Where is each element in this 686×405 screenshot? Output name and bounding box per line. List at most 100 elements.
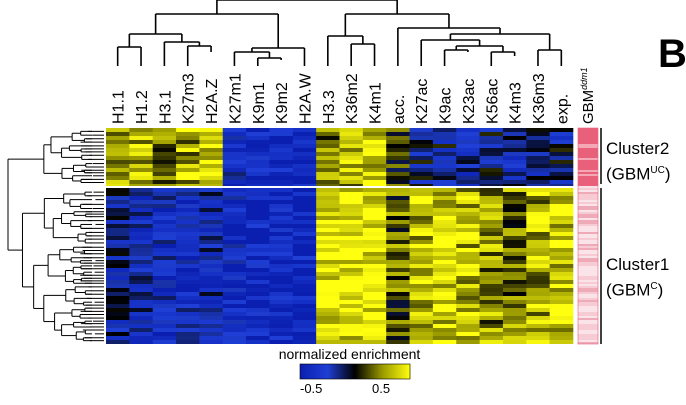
heatmap-cell <box>479 152 504 156</box>
annotation-cell <box>578 138 598 140</box>
heatmap-cell <box>246 136 270 140</box>
heatmap-cell <box>129 156 153 160</box>
heatmap-cell <box>409 144 434 148</box>
heatmap-cell <box>502 204 527 208</box>
heatmap-cell <box>456 132 480 136</box>
annotation-border <box>577 127 599 345</box>
colorbar-segment <box>303 364 306 379</box>
heatmap-cell <box>222 144 247 148</box>
heatmap-cell <box>176 256 200 260</box>
heatmap-cell <box>502 340 527 344</box>
annotation-cell <box>578 324 598 326</box>
colorbar-segment <box>312 364 316 379</box>
colorbar-segment <box>391 364 394 379</box>
heatmap-cell <box>152 172 177 176</box>
heatmap-cell <box>199 224 224 228</box>
heatmap-cell <box>339 292 364 296</box>
column-label: K4m1 <box>368 82 385 124</box>
heatmap-cell <box>269 320 294 324</box>
heatmap-cell <box>316 148 340 152</box>
heatmap-cell <box>152 292 177 296</box>
annotation-cell <box>578 158 598 160</box>
heatmap-cell <box>409 316 434 320</box>
colorbar-segment <box>367 364 371 379</box>
heatmap-cell <box>479 212 504 216</box>
heatmap-cell <box>432 188 457 192</box>
heatmap-cell <box>152 236 177 240</box>
column-label: K9ac <box>438 88 455 124</box>
heatmap-cell <box>362 336 387 340</box>
heatmap-cell <box>176 228 200 232</box>
heatmap-cell <box>409 168 434 172</box>
heatmap-cell <box>456 188 480 192</box>
heatmap-cell <box>479 208 504 212</box>
annotation-cell <box>578 196 598 198</box>
annotation-cell <box>578 244 598 246</box>
heatmap-cell <box>339 148 364 152</box>
heatmap-cell <box>526 132 550 136</box>
heatmap-cell <box>292 228 317 232</box>
annotation-cell <box>578 266 598 268</box>
heatmap-cell <box>106 304 130 308</box>
heatmap-cell <box>316 312 340 316</box>
annotation-cell <box>578 168 598 170</box>
heatmap-cell <box>152 288 177 292</box>
heatmap-cell <box>292 296 317 300</box>
heatmap-cell <box>152 180 177 184</box>
colorbar-segment <box>395 364 398 379</box>
heatmap-cell <box>269 316 294 320</box>
heatmap-cell <box>339 256 364 260</box>
colorbar-segment <box>377 364 380 379</box>
heatmap-cell <box>386 336 410 340</box>
heatmap-cell <box>526 204 550 208</box>
heatmap-cell <box>409 304 434 308</box>
heatmap-cell <box>129 264 153 268</box>
annotation-cell <box>578 302 598 304</box>
heatmap-cell <box>362 200 387 204</box>
heatmap-cell <box>222 276 247 280</box>
heatmap-cell <box>479 296 504 300</box>
heatmap-cell <box>269 188 294 192</box>
heatmap-cell <box>152 312 177 316</box>
heatmap-cell <box>479 304 504 308</box>
heatmap-cell <box>246 172 270 176</box>
heatmap-cell <box>292 164 317 168</box>
heatmap-cell <box>386 208 410 212</box>
heatmap-cell <box>246 292 270 296</box>
heatmap-cell <box>199 192 224 196</box>
heatmap-cell <box>199 172 224 176</box>
heatmap-cell <box>269 240 294 244</box>
heatmap-cell <box>386 236 410 240</box>
heatmap-cell <box>479 336 504 340</box>
heatmap-cell <box>316 160 340 164</box>
heatmap-cell <box>432 268 457 272</box>
heatmap-cell <box>199 308 224 312</box>
heatmap-cell <box>152 184 177 186</box>
colorbar-segment <box>325 364 328 379</box>
colorbar-segment <box>345 364 349 379</box>
heatmap-cell <box>152 148 177 152</box>
heatmap-cell <box>316 332 340 336</box>
heatmap-cell <box>176 192 200 196</box>
heatmap-cell <box>549 128 574 132</box>
heatmap-cell <box>152 308 177 312</box>
heatmap-cell <box>479 132 504 136</box>
annotation-cell <box>578 288 598 290</box>
heatmap-cell <box>292 208 317 212</box>
heatmap-cell <box>106 320 130 324</box>
heatmap-cell <box>269 324 294 328</box>
heatmap-cell <box>479 196 504 200</box>
colorbar-segment <box>336 364 339 379</box>
heatmap-cell <box>549 280 574 284</box>
heatmap-cell <box>199 272 224 276</box>
heatmap-cell <box>222 288 247 292</box>
heatmap-cell <box>222 328 247 332</box>
heatmap-cell <box>386 216 410 220</box>
heatmap-cell <box>432 196 457 200</box>
annotation-cell <box>578 318 598 320</box>
heatmap-cell <box>269 128 294 132</box>
heatmap-cell <box>222 228 247 232</box>
heatmap-cell <box>176 308 200 312</box>
heatmap-cell <box>432 336 457 340</box>
annotation-cell <box>578 298 598 300</box>
